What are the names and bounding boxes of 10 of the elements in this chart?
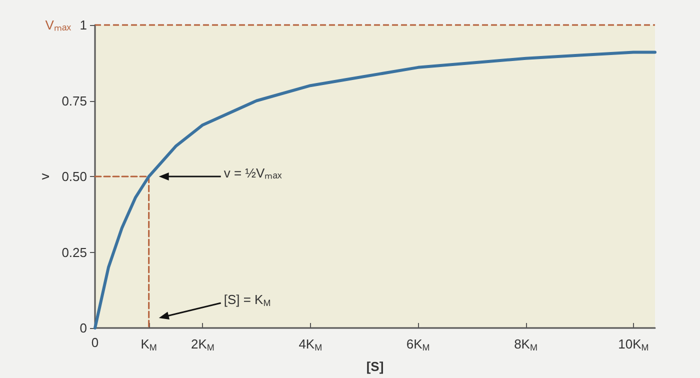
y-tick-label: 0.25	[62, 244, 87, 260]
x-tick-label: 0	[91, 335, 99, 350]
ref-line-label: Vₘₐₓ	[45, 18, 72, 32]
y-tick-label: 0.50	[62, 169, 87, 184]
y-axis-title: v	[36, 172, 52, 180]
y-tick-label: 0.75	[62, 93, 87, 108]
y-tick-label: 0	[80, 320, 87, 336]
annotation: v = ½Vₘₐₓ	[224, 166, 283, 180]
y-tick-label: 1	[80, 18, 87, 32]
x-axis-title: [S]	[366, 359, 384, 374]
